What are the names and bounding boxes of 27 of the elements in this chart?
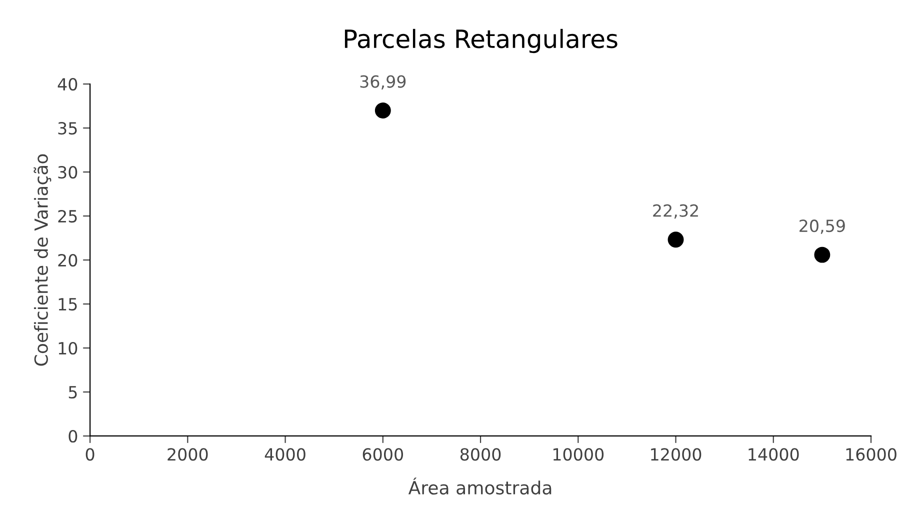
y-tick-label: 25: [58, 210, 77, 223]
y-tick-label: 20: [58, 254, 78, 267]
x-tick-label: 8000: [460, 448, 501, 461]
y-tick-label: 30: [58, 166, 78, 179]
point: [374, 102, 391, 118]
data-label: 20,59: [800, 220, 845, 234]
point: [668, 232, 684, 248]
x-tick-label: 10000: [553, 448, 604, 461]
data-label: 36,99: [360, 75, 406, 90]
y-tick-label: 5: [68, 386, 77, 399]
x-axis-title: Área amostrada: [408, 478, 552, 495]
data-label: 22,32: [653, 204, 698, 219]
x-tick-label: 6000: [362, 448, 403, 461]
y-tick-label: 15: [58, 298, 77, 311]
y-tick-label: 35: [58, 122, 77, 135]
y-tick-label: 10: [58, 342, 78, 355]
point: [814, 246, 830, 263]
x-tick-label: 4000: [264, 448, 306, 461]
x-tick-label: 12000: [651, 448, 702, 461]
y-tick-label: 0: [68, 430, 78, 443]
x-tick-label: 16000: [846, 448, 896, 461]
y-tick-label: 40: [58, 78, 78, 91]
chart-title: Parcelas Retangulares: [344, 28, 618, 54]
y-axis-title: Coeficiente de Variação: [34, 154, 52, 366]
x-tick-label: 2000: [168, 448, 208, 461]
x-tick-label: 14000: [748, 448, 799, 461]
x-tick-label: 0: [86, 448, 94, 461]
